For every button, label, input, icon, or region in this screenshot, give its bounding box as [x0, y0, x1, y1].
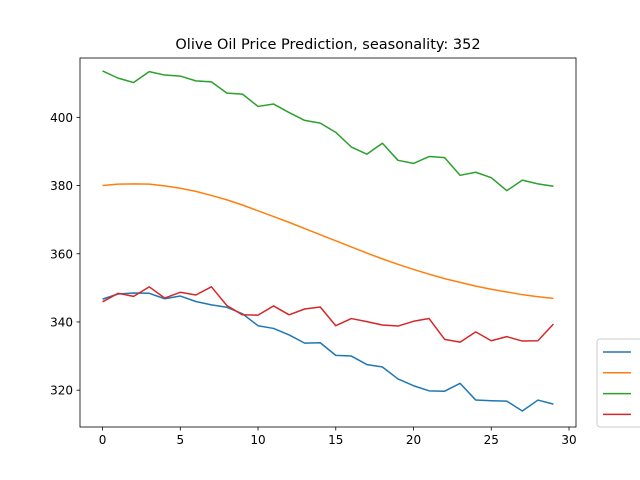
series-line-4	[102, 286, 554, 343]
legend	[596, 338, 640, 428]
x-tick-label: 0	[99, 433, 107, 447]
axes-frame	[79, 57, 577, 428]
x-tick-label: 20	[406, 433, 421, 447]
y-tick-label: 360	[50, 247, 73, 261]
legend-box	[596, 338, 640, 428]
x-tick-label: 5	[176, 433, 184, 447]
x-tick-label: 10	[250, 433, 265, 447]
series-line-2	[102, 183, 554, 300]
chart-title: Olive Oil Price Prediction, seasonality:…	[175, 37, 480, 53]
y-tick-label: 340	[50, 315, 73, 329]
axes: 0 5 10 15 20 25 30 320 340 360 380 400	[50, 57, 577, 447]
y-tick-label: 380	[50, 179, 73, 193]
x-tick-label: 15	[328, 433, 343, 447]
y-tick-label: 400	[50, 111, 73, 125]
x-tick-label: 25	[484, 433, 499, 447]
x-tick-label: 30	[561, 433, 576, 447]
series-line-3	[102, 70, 554, 192]
plot-area	[102, 70, 554, 412]
series-line-1	[102, 292, 554, 412]
y-tick-label: 320	[50, 384, 73, 398]
